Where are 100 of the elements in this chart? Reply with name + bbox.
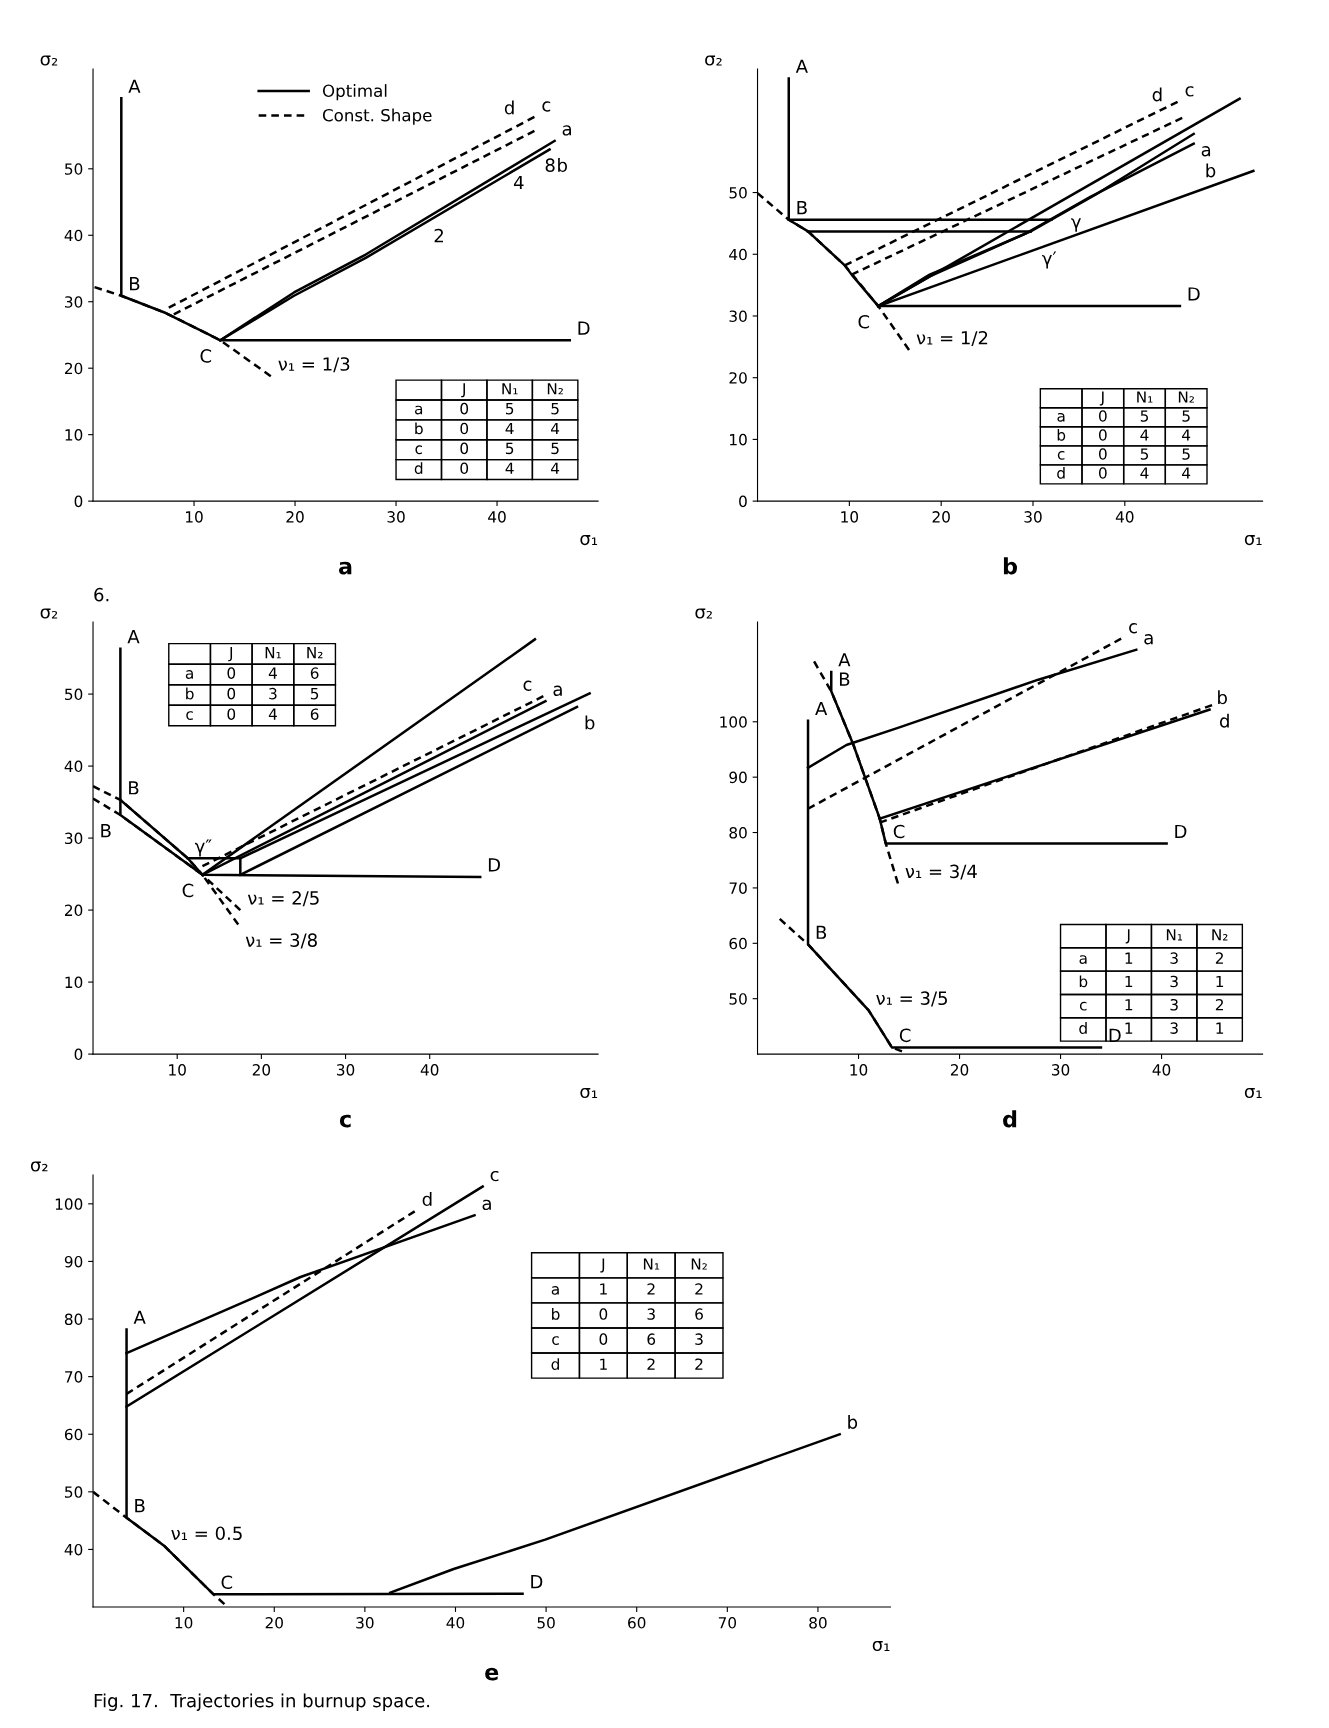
annotation: b <box>848 1414 858 1429</box>
annotation: ν₁ = 3/8 <box>245 933 317 949</box>
annotation: C <box>893 824 905 839</box>
annotation: d <box>422 1192 432 1207</box>
annotation: C <box>221 1575 233 1590</box>
y-tick-label: 80 <box>64 1313 83 1326</box>
y-tick-label: 90 <box>64 1255 83 1268</box>
annotation: D <box>1188 287 1200 301</box>
x-tick-label: 30 <box>356 1617 374 1629</box>
text: d <box>1003 1110 1017 1128</box>
annotation: D <box>578 321 590 335</box>
annotation: c <box>523 680 532 691</box>
y-tick-label: 20 <box>729 372 747 384</box>
annotation: A <box>133 1310 146 1324</box>
text: J N₁ N₂ <box>461 383 563 398</box>
x-tick-label: 40 <box>488 511 506 523</box>
text: J N₁ N₂ <box>228 647 323 662</box>
annotation: A <box>815 701 828 716</box>
y-tick-label: 50 <box>65 1486 83 1498</box>
text: d 0 4 4 <box>414 462 560 475</box>
x-axis-title: σ₁ <box>1244 1087 1262 1099</box>
annotation: ν₁ = 0.5 <box>171 1526 242 1541</box>
y-tick-label: 20 <box>64 362 83 375</box>
annotation: 4 <box>513 175 524 190</box>
annotation: B <box>101 824 111 838</box>
annotation: D <box>488 858 500 872</box>
y-tick-label: 50 <box>729 187 747 199</box>
y-tick-label: 100 <box>55 1198 83 1210</box>
y-tick-label: 20 <box>64 904 83 917</box>
y-tick-label: 30 <box>729 310 747 322</box>
text: a <box>339 561 352 575</box>
legend-label: Const. Shape <box>322 108 432 125</box>
y-axis-title: σ₂ <box>40 55 58 66</box>
text: a 0 5 5 <box>1057 410 1190 422</box>
x-tick-label: 10 <box>175 1617 193 1629</box>
annotation: γ <box>1071 218 1081 232</box>
x-tick-label: 10 <box>841 511 859 523</box>
annotation: C <box>182 883 194 898</box>
y-tick-label: 10 <box>65 429 83 441</box>
text: b 0 3 5 <box>186 687 319 700</box>
text: c 0 5 5 <box>1057 448 1190 460</box>
annotation: C <box>899 1028 911 1043</box>
y-axis-title: σ₂ <box>695 608 712 619</box>
text: b 0 4 4 <box>415 422 560 435</box>
text: b 1 3 1 <box>1079 975 1224 988</box>
annotation: 8 <box>545 158 555 173</box>
x-tick-label: 10 <box>850 1064 868 1076</box>
annotation: c <box>1129 623 1137 634</box>
x-axis-title: σ₁ <box>872 1640 890 1652</box>
annotation: B <box>797 200 807 215</box>
text: J N₁ N₂ <box>600 1258 707 1273</box>
x-tick-label: 40 <box>1152 1064 1171 1076</box>
y-tick-label: 70 <box>729 882 747 894</box>
text: e <box>485 1667 499 1681</box>
text: b 0 4 4 <box>1057 428 1191 441</box>
annotation: b <box>1218 690 1227 705</box>
annotation: ν₁ = 3/4 <box>905 864 977 880</box>
annotation: D <box>1175 824 1187 839</box>
text: c <box>339 1114 351 1128</box>
annotation: 2 <box>434 228 443 243</box>
y-tick-label: 30 <box>65 832 83 845</box>
annotation: A <box>838 653 851 667</box>
text: a 1 2 2 <box>551 1283 703 1295</box>
x-tick-label: 30 <box>336 1064 355 1076</box>
annotation: a <box>482 1199 491 1211</box>
text: b <box>1003 557 1017 575</box>
x-tick-label: 70 <box>718 1617 737 1629</box>
annotation: A <box>795 59 808 73</box>
y-tick-label: 0 <box>74 1048 83 1061</box>
x-tick-label: 20 <box>932 511 950 523</box>
x-tick-label: 40 <box>446 1617 465 1629</box>
annotation: D <box>531 1575 543 1589</box>
annotation: a <box>1144 634 1153 645</box>
y-tick-label: 40 <box>64 229 83 242</box>
y-axis-title: σ₂ <box>40 608 58 619</box>
annotation: B <box>129 781 139 795</box>
x-tick-label: 60 <box>628 1617 646 1629</box>
annotation: B <box>839 672 850 686</box>
x-tick-label: 20 <box>950 1064 969 1076</box>
y-tick-label: 60 <box>729 937 747 950</box>
text: d 0 4 4 <box>1057 466 1191 479</box>
text: d 1 2 2 <box>551 1358 703 1370</box>
annotation: b <box>558 158 567 173</box>
y-tick-label: 90 <box>729 771 747 784</box>
y-tick-label: 0 <box>74 495 83 508</box>
text: c 1 3 2 <box>1079 999 1223 1011</box>
annotation: A <box>127 630 140 644</box>
x-tick-label: 10 <box>169 1064 186 1076</box>
x-tick-label: 20 <box>252 1064 271 1076</box>
x-tick-label: 30 <box>1024 511 1042 523</box>
y-axis-title: σ₂ <box>705 55 722 66</box>
annotation: A <box>128 79 141 93</box>
text: c 0 4 6 <box>186 708 319 720</box>
annotation: C <box>200 349 212 363</box>
x-tick-label: 10 <box>185 511 203 523</box>
x-tick-label: 50 <box>537 1617 555 1629</box>
y-tick-label: 70 <box>65 1371 83 1383</box>
annotation: a <box>1201 146 1211 157</box>
x-tick-label: 30 <box>387 511 405 523</box>
annotation: b <box>1206 163 1216 178</box>
